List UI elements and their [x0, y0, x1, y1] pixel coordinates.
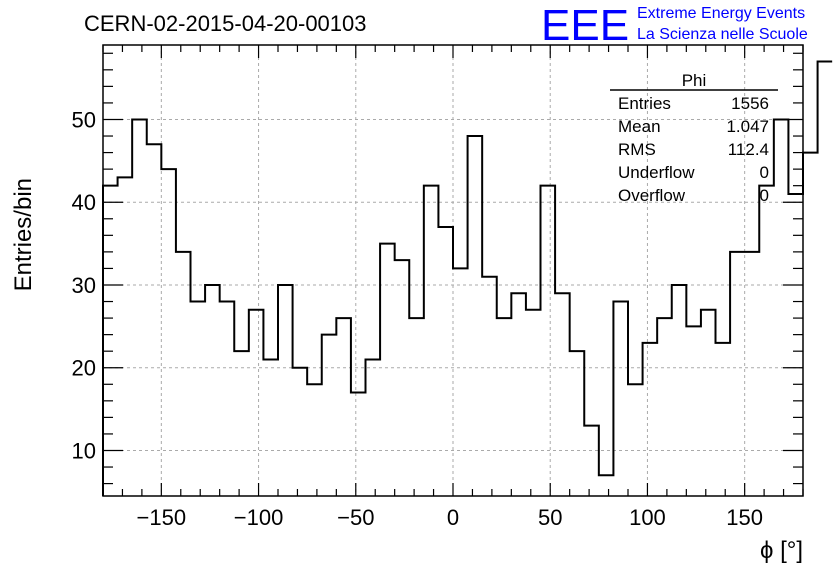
y-tick-label: 10 — [72, 438, 96, 463]
y-tick-label: 30 — [72, 273, 96, 298]
stats-box-title: Phi — [682, 71, 707, 90]
x-tick-label: −100 — [234, 505, 284, 530]
x-axis-title: ϕ [°] — [760, 537, 803, 564]
x-tick-label: 150 — [726, 505, 763, 530]
logo-line-2: La Scienza nelle Scuole — [637, 26, 808, 43]
logo-line-1: Extreme Energy Events — [637, 5, 805, 22]
y-axis-title: Entries/bin — [10, 178, 37, 291]
stats-row-value: 0 — [760, 186, 769, 205]
stats-row-value: 1556 — [731, 94, 769, 113]
y-tick-label: 50 — [72, 107, 96, 132]
stats-row-value: 1.047 — [726, 117, 769, 136]
stats-row-label: Mean — [618, 117, 661, 136]
y-tick-label: 20 — [72, 356, 96, 381]
x-tick-label: −150 — [137, 505, 187, 530]
stats-row-label: RMS — [618, 140, 656, 159]
x-tick-label: −50 — [337, 505, 374, 530]
plot-frame — [102, 44, 804, 497]
bins-layer — [103, 62, 832, 476]
x-tick-label: 0 — [447, 505, 459, 530]
logo-eee-text: EEE — [541, 1, 629, 50]
stats-row-value: 112.4 — [728, 140, 769, 159]
stats-row-label: Overflow — [618, 186, 686, 205]
histogram-outline — [102, 60, 833, 496]
y-tick-label: 40 — [72, 190, 96, 215]
ticks-layer — [102, 45, 804, 496]
stats-row-label: Underflow — [618, 163, 695, 182]
x-tick-labels: −150 −100 −50 0 50 100 150 — [137, 505, 763, 530]
grid-layer — [103, 45, 803, 496]
stats-box: Phi Entries 1556 Mean 1.047 RMS 112.4 Underflo… — [610, 71, 778, 205]
stats-box-rows: Entries 1556 Mean 1.047 RMS 112.4 Underflow 0 Ov… — [618, 94, 769, 205]
stats-row-label: Entries — [618, 94, 671, 113]
x-tick-label: 50 — [538, 505, 562, 530]
stats-row-value: 0 — [760, 163, 769, 182]
chart-title: CERN-02-2015-04-20-00103 — [84, 11, 367, 36]
eee-logo: EEE Extreme Energy Events La Scienza nel… — [541, 1, 808, 50]
y-tick-labels: 10 20 30 40 50 — [72, 107, 96, 463]
x-tick-label: 100 — [629, 505, 666, 530]
